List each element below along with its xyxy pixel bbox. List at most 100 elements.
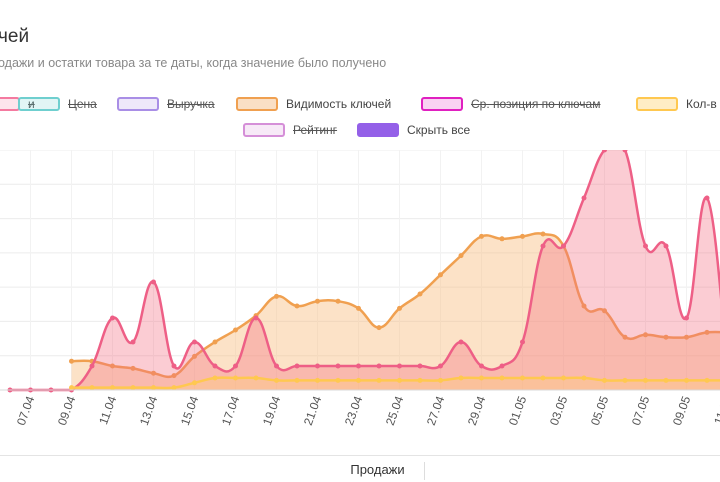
data-point — [151, 280, 156, 285]
data-point — [582, 376, 587, 381]
legend-swatch — [636, 97, 678, 111]
x-tick-label: 01.05 — [506, 394, 530, 427]
data-point — [213, 340, 218, 345]
legend-swatch — [357, 123, 399, 137]
data-point — [295, 364, 300, 369]
data-point — [254, 376, 259, 381]
data-point — [69, 359, 74, 364]
data-point — [172, 385, 177, 390]
data-point — [438, 378, 443, 383]
x-tick-label: 07.04 — [14, 394, 38, 427]
data-point — [602, 378, 607, 383]
data-point — [377, 364, 382, 369]
x-tick-label: 09.05 — [670, 394, 694, 427]
data-point — [274, 378, 279, 383]
legend-label: Ср. позиция по ключам — [471, 97, 600, 111]
data-point — [192, 380, 197, 385]
data-point — [705, 378, 710, 383]
data-point — [643, 378, 648, 383]
data-point — [500, 376, 505, 381]
data-point — [254, 316, 259, 321]
legend-item[interactable]: Цена — [18, 97, 97, 111]
data-point — [418, 378, 423, 383]
x-tick-label: 15.04 — [178, 394, 202, 427]
x-tick-label: 11.05 — [711, 394, 720, 426]
data-point — [90, 364, 95, 369]
data-point — [397, 306, 402, 311]
x-tick-label: 07.05 — [629, 394, 653, 427]
data-point — [356, 306, 361, 311]
legend-swatch — [18, 97, 60, 111]
data-point — [459, 253, 464, 258]
data-point — [213, 376, 218, 381]
legend-label: Видимость ключей — [286, 97, 391, 111]
data-point — [459, 376, 464, 381]
data-point — [500, 236, 505, 241]
x-tick-label: 17.04 — [219, 394, 243, 427]
data-point — [479, 234, 484, 239]
legend-item[interactable]: Скрыть все — [357, 123, 470, 137]
data-point — [274, 294, 279, 299]
legend-label: Цена — [68, 97, 97, 111]
page-subtitle: одажи и остатки товара за те даты, когда… — [0, 56, 386, 70]
legend-item[interactable]: Рейтинг — [243, 123, 337, 137]
legend-swatch — [0, 97, 20, 111]
x-tick-label: 09.04 — [55, 394, 79, 427]
x-tick-label: 21.04 — [301, 394, 325, 427]
data-point — [684, 378, 689, 383]
data-point — [110, 385, 115, 390]
data-point — [274, 364, 279, 369]
data-point — [541, 232, 546, 237]
data-point — [377, 325, 382, 330]
legend-swatch — [243, 123, 285, 137]
data-point — [438, 272, 443, 277]
data-point — [582, 196, 587, 201]
legend-item[interactable]: Ср. позиция по ключам — [421, 97, 600, 111]
data-point — [69, 385, 74, 390]
data-point — [705, 196, 710, 201]
data-point — [561, 376, 566, 381]
x-tick-label: 13.04 — [137, 394, 161, 427]
data-point — [664, 244, 669, 249]
legend-swatch — [236, 97, 278, 111]
data-point — [684, 316, 689, 321]
x-tick-label: 03.05 — [547, 394, 571, 427]
data-point — [233, 364, 238, 369]
legend-label: Скрыть все — [407, 123, 470, 137]
legend-item[interactable]: Кол-в — [636, 97, 717, 111]
data-point — [623, 378, 628, 383]
data-point — [315, 378, 320, 383]
data-point — [541, 376, 546, 381]
legend-swatch — [117, 97, 159, 111]
data-point — [541, 244, 546, 249]
data-point — [377, 378, 382, 383]
page-title: чей — [0, 26, 29, 48]
data-point — [336, 364, 341, 369]
tab-divider — [0, 455, 720, 456]
data-point — [336, 378, 341, 383]
data-point — [397, 364, 402, 369]
data-point — [356, 364, 361, 369]
data-point — [151, 385, 156, 390]
data-point — [131, 340, 136, 345]
data-point — [315, 299, 320, 304]
data-point — [500, 364, 505, 369]
tab-separator — [424, 462, 425, 480]
legend-label: Выручка — [167, 97, 215, 111]
data-point — [479, 376, 484, 381]
tab-sales[interactable]: Продажи — [330, 462, 425, 482]
x-tick-label: 29.04 — [465, 394, 489, 427]
x-tick-label: 27.04 — [424, 394, 448, 427]
data-point — [520, 234, 525, 239]
data-point — [90, 385, 95, 390]
legend-label: Рейтинг — [293, 123, 337, 137]
data-point — [643, 244, 648, 249]
x-tick-label: 23.04 — [342, 394, 366, 427]
data-point — [397, 378, 402, 383]
data-point — [438, 364, 443, 369]
data-point — [233, 376, 238, 381]
legend-item[interactable]: Видимость ключей — [236, 97, 391, 111]
legend-item[interactable]: Выручка — [117, 97, 215, 111]
data-point — [459, 340, 464, 345]
